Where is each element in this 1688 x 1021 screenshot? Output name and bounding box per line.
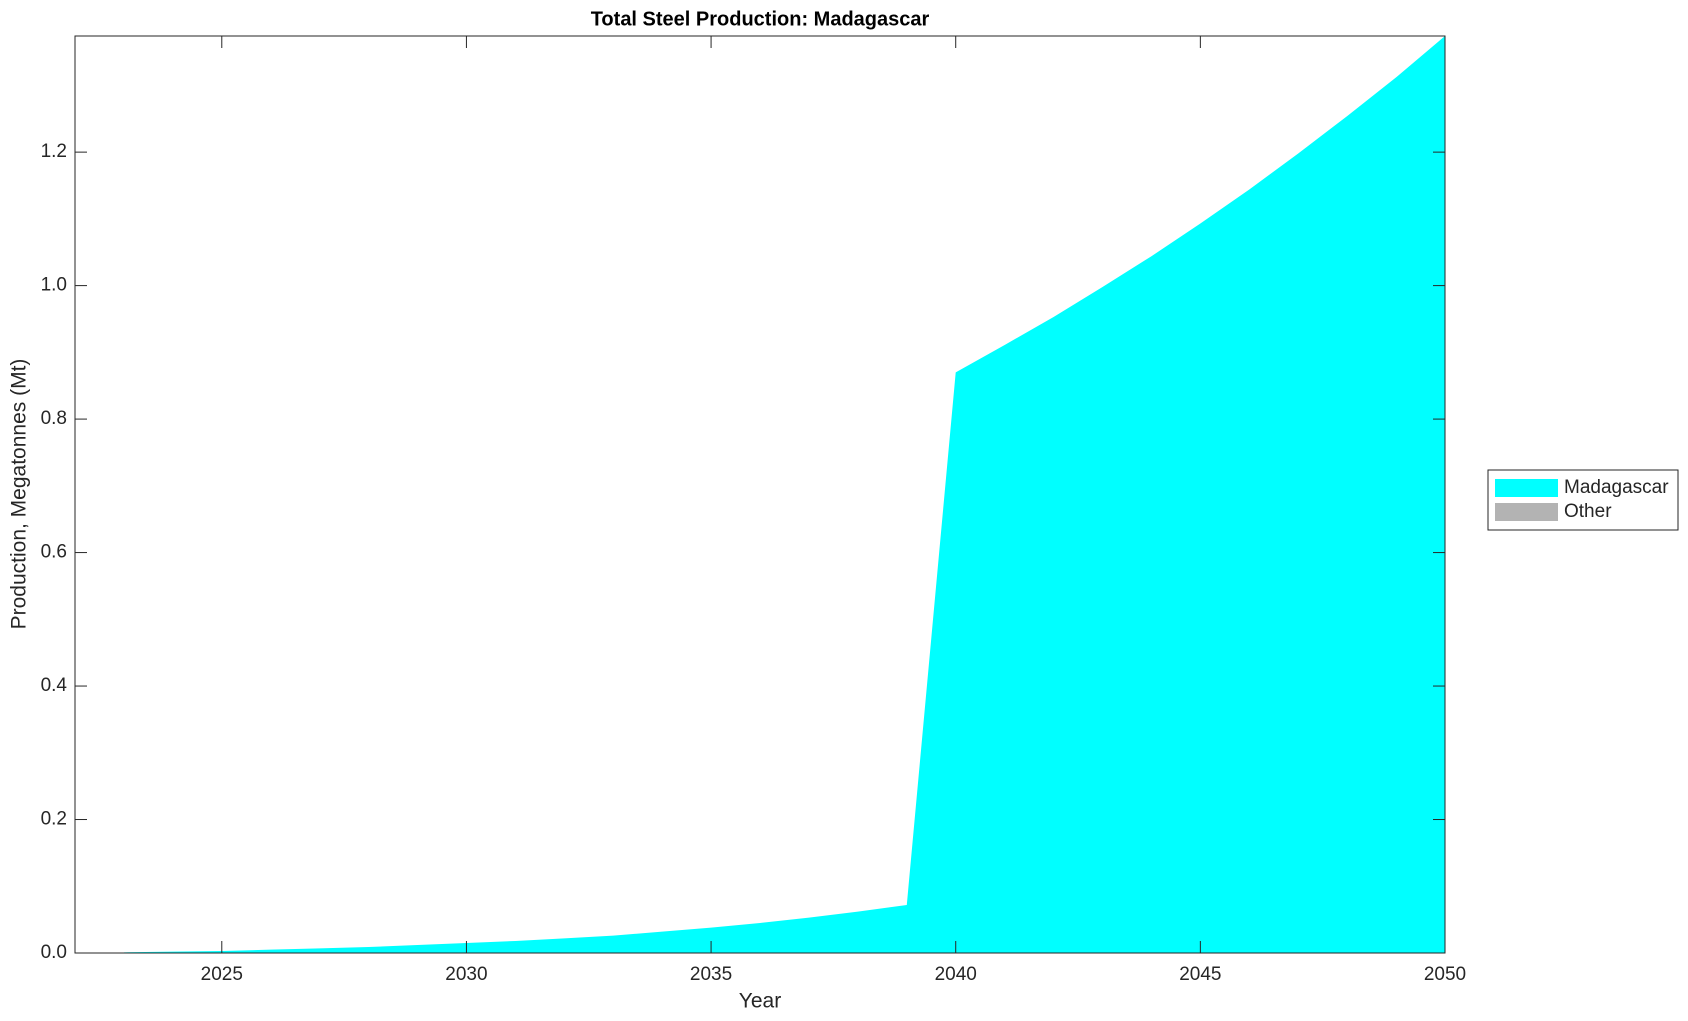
legend-swatch xyxy=(1495,479,1558,497)
x-axis-label: Year xyxy=(739,990,781,1013)
y-tick-label: 0.2 xyxy=(41,809,67,830)
x-tick-label: 2045 xyxy=(1179,964,1221,985)
x-tick-label: 2030 xyxy=(445,964,487,985)
x-tick-label: 2040 xyxy=(935,964,977,985)
area xyxy=(123,36,1445,953)
y-tick-label: 0.8 xyxy=(41,408,67,429)
legend-label: Madagascar xyxy=(1564,477,1669,498)
y-tick-label: 1.2 xyxy=(41,141,67,162)
y-tick-label: 0.4 xyxy=(41,675,68,696)
y-tick-label: 0.6 xyxy=(41,542,67,563)
y-tick-label: 1.0 xyxy=(41,275,67,296)
legend-swatch xyxy=(1495,503,1558,521)
legend-label: Other xyxy=(1564,501,1612,522)
y-tick-label: 0.0 xyxy=(41,942,67,963)
plot-frame xyxy=(74,35,1446,954)
x-tick-label: 2050 xyxy=(1424,964,1466,985)
y-axis-label: Production, Megatonnes (Mt) xyxy=(8,359,31,630)
x-tick-label: 2035 xyxy=(690,964,732,985)
x-tick-label: 2025 xyxy=(201,964,243,985)
chart-title: Total Steel Production: Madagascar xyxy=(591,8,930,30)
